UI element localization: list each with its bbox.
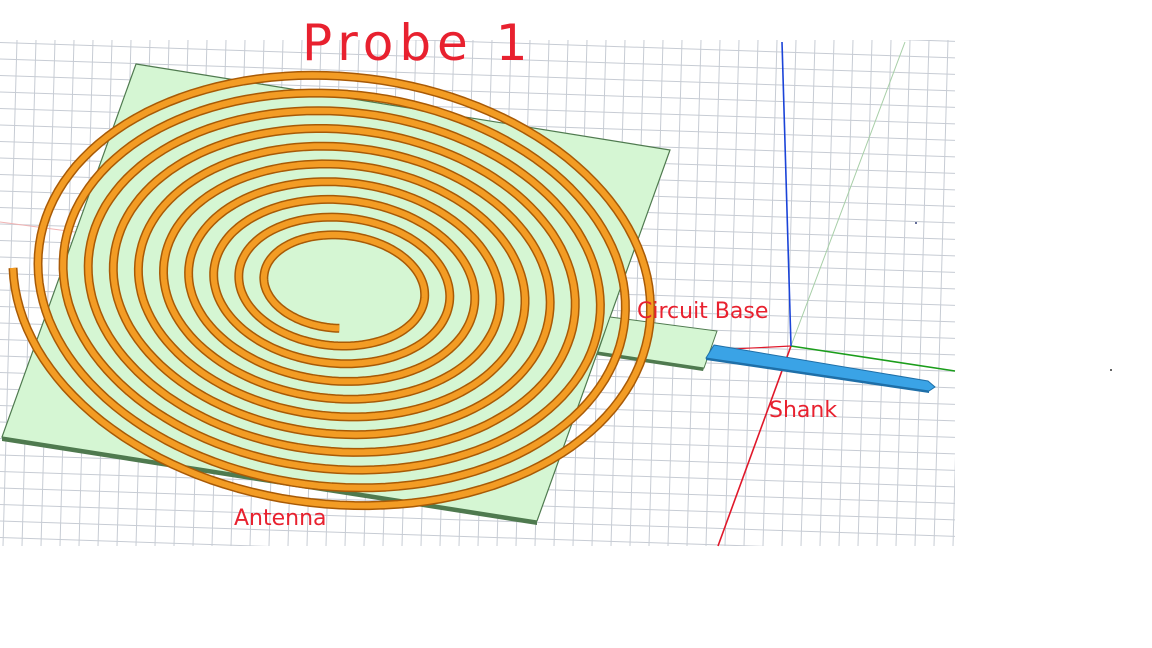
reference-line-left (0, 221, 76, 233)
stray-dot (1110, 369, 1112, 371)
label-antenna: Antenna (234, 506, 327, 531)
axis-y (790, 345, 956, 372)
axis-z (781, 41, 792, 347)
label-circuit-base: Circuit Base (637, 299, 768, 324)
antenna-coil (8, 70, 655, 511)
axis-x (717, 345, 792, 547)
title: Probe 1 (302, 14, 534, 72)
label-shank: Shank (769, 398, 837, 423)
shank (705, 344, 936, 393)
stray-dot (915, 222, 917, 224)
